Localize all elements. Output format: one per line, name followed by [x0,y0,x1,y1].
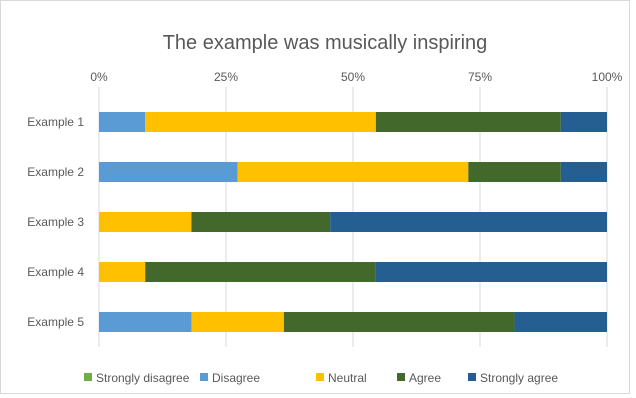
legend-swatch [397,373,405,381]
bar-segment [99,162,238,182]
bar-segment [283,312,515,332]
legend-label: Neutral [328,371,367,385]
x-tick-label: 25% [214,70,238,84]
category-label: Example 4 [27,265,84,279]
legend-label: Disagree [212,371,260,385]
category-labels: Example 1 Example 2 Example 3 Example 4 Exam… [27,115,84,329]
x-tick-label: 0% [90,70,108,84]
x-tick-label: 50% [341,70,365,84]
bar-segment [191,212,331,232]
bar-segment [99,112,146,132]
bar-segment [468,162,561,182]
chart-title: The example was musically inspiring [163,32,488,54]
bar-segment [375,262,607,282]
x-tick-label: 100% [592,70,623,84]
x-axis-tick-labels: 0% 25% 50% 75% 100% [90,70,622,84]
bars [99,112,607,332]
bar-segment [237,162,469,182]
bar-segment [99,212,192,232]
bar-segment [560,162,607,182]
bar-segment [375,112,561,132]
bar-segment [145,112,376,132]
bar-segment [99,312,192,332]
legend-swatch [468,373,476,381]
category-label: Example 2 [27,165,84,179]
category-label: Example 3 [27,215,84,229]
bar-segment [99,262,146,282]
legend: Strongly disagree Disagree Neutral Agree Str… [84,371,558,385]
x-tick-label: 75% [468,70,492,84]
category-label: Example 1 [27,115,84,129]
bar-segment [514,312,607,332]
bar-segment [145,262,376,282]
legend-label: Agree [409,371,441,385]
legend-swatch [200,373,208,381]
legend-swatch [84,373,92,381]
legend-swatch [316,373,324,381]
category-label: Example 5 [27,315,84,329]
bar-segment [560,112,607,132]
bar-segment [191,312,284,332]
legend-label: Strongly disagree [96,371,190,385]
legend-label: Strongly agree [480,371,558,385]
bar-segment [330,212,607,232]
